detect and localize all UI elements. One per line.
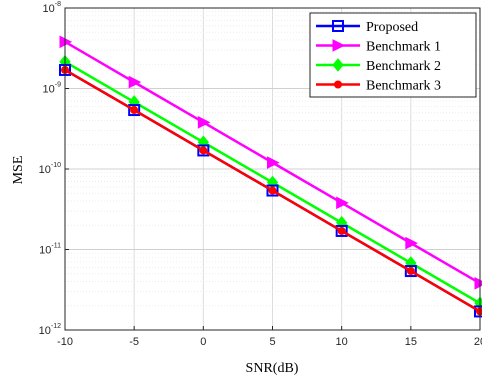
x-tick-label: 10: [336, 336, 348, 348]
data-point: [336, 196, 349, 210]
legend-label: Benchmark 2: [366, 59, 441, 74]
legend-entry: Benchmark 1: [316, 39, 441, 55]
data-point: [128, 75, 142, 89]
x-tick-label: 5: [269, 336, 275, 348]
y-tick-label: 10-12: [39, 323, 61, 337]
legend-marker: [334, 80, 342, 89]
y-tick-label: 10-8: [43, 1, 62, 15]
data-point: [406, 267, 415, 276]
y-tick-label: 10-11: [39, 243, 61, 257]
legend-marker: [332, 39, 346, 52]
x-tick-label: 0: [200, 336, 206, 348]
legend-label: Benchmark 1: [366, 40, 441, 55]
data-point: [130, 106, 139, 115]
y-tick-label: 10-9: [43, 82, 62, 96]
data-point: [268, 186, 277, 195]
x-tick-label: 15: [405, 336, 417, 348]
data-point: [474, 277, 482, 290]
legend-entry: Proposed: [316, 20, 418, 35]
series-1: [59, 35, 482, 290]
legend-marker: [332, 58, 344, 72]
series-layer: [59, 35, 482, 318]
series-3: [61, 65, 482, 316]
legend-marker: [332, 20, 344, 32]
data-point: [197, 144, 210, 157]
legend-entry: Benchmark 3: [316, 79, 441, 94]
data-point: [199, 146, 208, 155]
data-point: [197, 116, 211, 129]
x-tick-label: -5: [129, 336, 139, 348]
legend: Proposed Benchmark 1 Benchmark 2 Benchmark …: [309, 12, 477, 98]
legend-label: Benchmark 3: [366, 79, 441, 94]
y-tick-label: 10-10: [39, 162, 61, 176]
data-point: [337, 226, 346, 235]
data-point: [405, 236, 418, 250]
data-point: [266, 184, 279, 197]
data-point: [128, 104, 141, 117]
y-axis-ticks: 10-12 10-11 10-10 10-9 10-8: [39, 1, 69, 337]
x-tick-label: 20: [474, 336, 482, 348]
y-axis-label: MSE: [11, 156, 26, 185]
legend-label: Proposed: [366, 20, 418, 35]
data-point: [476, 307, 482, 316]
x-axis-ticks: -10 -5 0 5 10 15 20: [57, 326, 482, 348]
data-point: [404, 265, 417, 278]
x-tick-label: -10: [57, 336, 73, 348]
data-point: [335, 224, 348, 237]
x-axis-label: SNR(dB): [246, 361, 299, 376]
data-point: [267, 156, 280, 169]
legend-entry: Benchmark 2: [316, 58, 441, 74]
